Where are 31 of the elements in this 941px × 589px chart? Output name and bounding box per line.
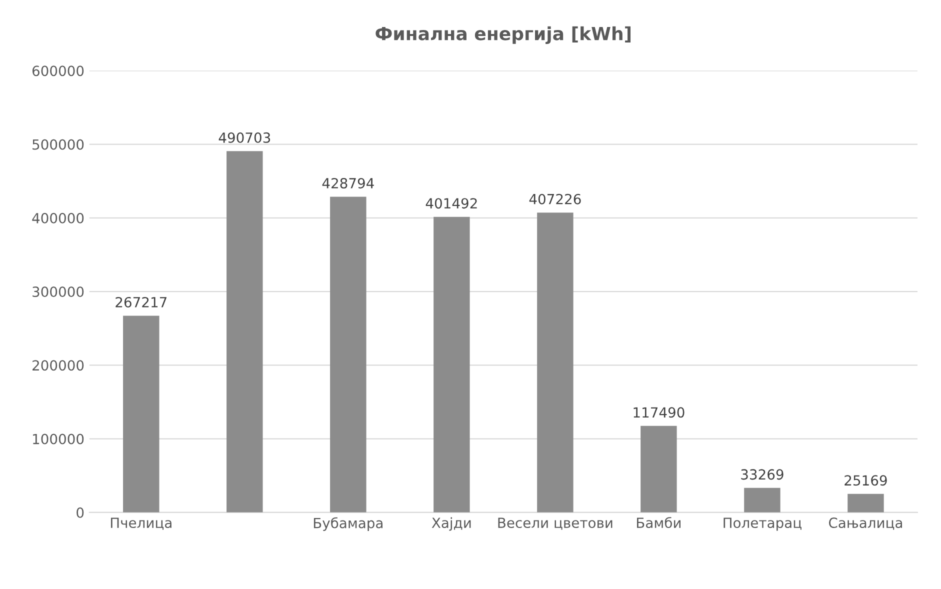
data-label: 401492 — [426, 198, 477, 209]
y-tick-label: 600000 — [32, 66, 84, 76]
x-tick-label: Бамби — [637, 517, 680, 528]
x-tick-label: Пчелица — [110, 518, 172, 530]
y-tick-label: 300000 — [32, 286, 84, 298]
x-tick-label: Полетарац — [724, 518, 802, 531]
x-tick-label: Весели цветови — [498, 518, 612, 530]
data-label: 267217 — [116, 296, 166, 308]
bar — [640, 426, 677, 512]
bar — [537, 212, 574, 512]
x-tick-label: Бубамара — [314, 517, 382, 531]
bar — [226, 151, 263, 512]
x-tick-label: Сањалица — [828, 518, 902, 530]
bar — [848, 494, 884, 512]
y-tick-label: 400000 — [32, 212, 84, 224]
bar — [123, 316, 160, 512]
data-label: 117490 — [634, 407, 684, 418]
bar — [434, 216, 470, 512]
data-label: 490703 — [218, 132, 270, 143]
x-tick-label: Хајди — [432, 517, 471, 531]
data-label: 33269 — [741, 469, 784, 480]
chart-title: Финална енергија [kWh] — [376, 26, 631, 44]
y-tick-label: 0 — [76, 507, 84, 518]
y-tick-label: 100000 — [33, 434, 84, 444]
bar — [330, 196, 366, 512]
y-tick-label: 200000 — [32, 360, 84, 371]
y-tick-label: 500000 — [32, 139, 84, 150]
data-label: 428794 — [322, 178, 374, 188]
bar — [744, 488, 780, 512]
data-label: 407226 — [529, 194, 581, 204]
data-label: 25169 — [844, 475, 887, 486]
